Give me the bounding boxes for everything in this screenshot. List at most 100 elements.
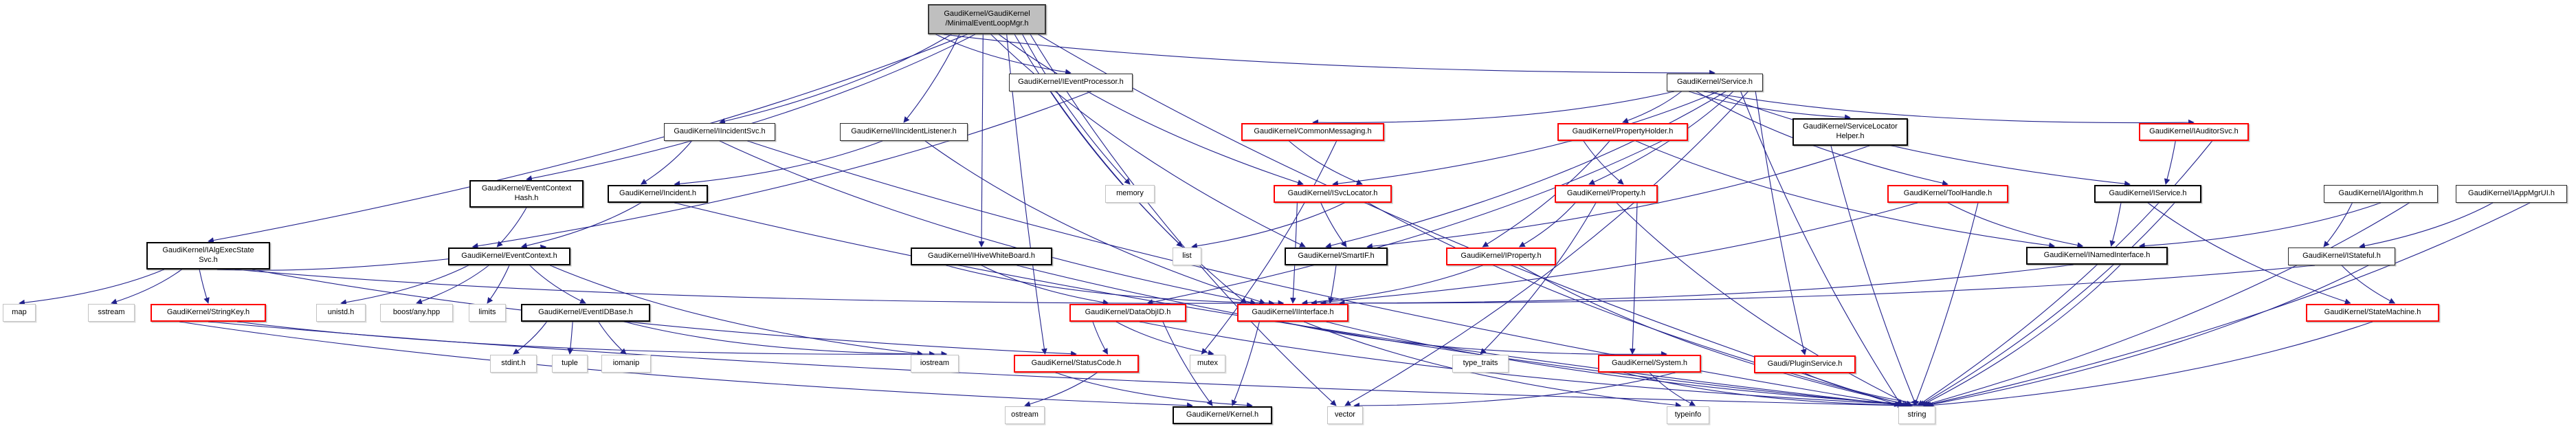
edge-eventcontext-to-unistd <box>340 265 469 306</box>
edge-iinterface-to-string <box>1326 321 1931 408</box>
graph-node-iservice[interactable]: GaudiKernel/IService.h <box>2094 185 2201 203</box>
edge-iappmgrui-to-istateful <box>2359 202 2494 249</box>
edge-inamedif-to-string <box>1920 264 2121 406</box>
edge-iinterface-to-system <box>1281 321 1667 358</box>
graph-node-ialgexec[interactable]: GaudiKernel/IAlgExecState Svc.h <box>146 242 270 270</box>
edge-propholder-to-dataobjid <box>1146 140 1663 305</box>
edge-ihivewb-to-dataobjid <box>981 265 1109 306</box>
edge-commsg-to-isvcloc <box>1288 140 1363 186</box>
graph-node-property[interactable]: GaudiKernel/Property.h <box>1555 185 1658 203</box>
edge-system-to-vector <box>1353 372 1676 409</box>
edge-eventcontext-to-eventidbase <box>529 265 586 304</box>
graph-node-eventidbase[interactable]: GaudiKernel/EventIDBase.h <box>521 304 650 322</box>
graph-node-isvcloc[interactable]: GaudiKernel/ISvcLocator.h <box>1274 185 1392 203</box>
graph-node-iep[interactable]: GaudiKernel/IEventProcessor.h <box>1009 74 1133 91</box>
graph-node-iostream: iostream <box>911 355 959 373</box>
edge-eventcontext-to-boostany <box>416 265 489 305</box>
graph-node-kernel[interactable]: GaudiKernel/Kernel.h <box>1173 406 1272 424</box>
graph-node-boostany: boost/any.hpp <box>380 304 453 322</box>
edge-ialgorithm-to-istateful <box>2323 202 2353 248</box>
graph-node-stringkey[interactable]: GaudiKernel/StringKey.h <box>151 304 266 322</box>
edge-ialgexec-to-map <box>19 269 164 306</box>
edge-iinclst-to-iinterface <box>924 140 1266 305</box>
edge-ecthash-to-eventcontext <box>496 207 527 248</box>
edge-statuscode-to-ostream <box>1024 372 1098 407</box>
graph-node-typetraits: type_traits <box>1452 355 1509 373</box>
graph-node-root[interactable]: GaudiKernel/GaudiKernel /MinimalEventLoo… <box>928 4 1046 34</box>
graph-node-service[interactable]: GaudiKernel/Service.h <box>1667 74 1763 91</box>
edge-root-to-ihivewb <box>978 34 985 248</box>
edge-incident-to-string <box>674 202 1906 408</box>
edge-dataobjid-to-string <box>1139 321 1930 409</box>
graph-node-iappmgrui[interactable]: GaudiKernel/IAppMgrUI.h <box>2456 185 2567 203</box>
graph-node-iincsvc[interactable]: GaudiKernel/IIncidentSvc.h <box>664 123 775 141</box>
edge-ihivewb-to-iinterface <box>946 265 1285 307</box>
graph-node-iomanip: iomanip <box>601 355 651 373</box>
edge-isvcloc-to-list <box>1191 202 1345 250</box>
graph-node-map: map <box>3 304 36 322</box>
edge-eventidbase-to-stdint <box>513 321 548 355</box>
edge-service-to-propholder <box>1622 91 1682 124</box>
graph-node-system[interactable]: GaudiKernel/System.h <box>1598 355 1701 373</box>
graph-node-limits: limits <box>469 304 506 322</box>
edge-iincsvc-to-incident <box>640 140 692 185</box>
edge-dataobjid-to-statuscode <box>1092 321 1108 355</box>
edge-ialgexec-to-sstream <box>111 269 182 305</box>
graph-node-propholder[interactable]: GaudiKernel/PropertyHolder.h <box>1557 123 1688 141</box>
graph-node-statuscode[interactable]: GaudiKernel/StatusCode.h <box>1014 355 1139 373</box>
graph-node-istateful[interactable]: GaudiKernel/IStateful.h <box>2288 248 2395 265</box>
edge-system-to-typeinfo <box>1649 372 1696 406</box>
edge-eventcontext-to-limits <box>487 265 510 304</box>
edge-commsg-to-mutex <box>1201 140 1337 355</box>
graph-node-incident[interactable]: GaudiKernel/Incident.h <box>608 185 708 203</box>
edge-dataobjid-to-kernel <box>1162 321 1213 406</box>
edge-service-to-string <box>1740 91 1902 406</box>
edge-ialgexec-to-stringkey <box>199 269 210 304</box>
graph-node-smartif[interactable]: GaudiKernel/SmartIF.h <box>1285 248 1388 265</box>
graph-node-iinclst[interactable]: GaudiKernel/IIncidentListener.h <box>840 123 968 141</box>
edge-root-to-iincsvc <box>719 34 952 124</box>
graph-node-vector: vector <box>1327 406 1363 424</box>
edge-ialgorithm-to-inamedif <box>2138 202 2381 249</box>
edge-istateful-to-iinterface <box>1338 265 2316 307</box>
graph-node-eventcontext[interactable]: GaudiKernel/EventContext.h <box>448 248 570 265</box>
graph-node-ecthash[interactable]: GaudiKernel/EventContext Hash.h <box>469 180 584 208</box>
edge-service-to-vector <box>1344 91 1748 406</box>
edge-eventidbase-to-tuple <box>567 321 574 355</box>
edge-root-to-string <box>1038 34 1901 407</box>
edge-statemachine-to-string <box>1927 321 2373 408</box>
edge-iappmgrui-to-string <box>1923 202 2531 408</box>
graph-node-ihivewb[interactable]: GaudiKernel/IHiveWhiteBoard.h <box>911 248 1052 265</box>
graph-node-toolhandle[interactable]: GaudiKernel/ToolHandle.h <box>1887 185 2008 203</box>
edge-service-to-slhelper <box>1689 91 1851 120</box>
graph-node-statemachine[interactable]: GaudiKernel/StateMachine.h <box>2306 304 2439 322</box>
graph-node-pluginservice[interactable]: Gaudi/PluginService.h <box>1754 355 1856 373</box>
edge-toolhandle-to-iinterface <box>1311 202 1918 306</box>
edge-propholder-to-property <box>1583 140 1624 185</box>
edge-slhelper-to-string <box>1830 145 1917 406</box>
edge-service-to-iservice <box>1711 91 2131 187</box>
graph-node-sstream: sstream <box>88 304 135 322</box>
graph-node-unistd: unistd.h <box>316 304 366 322</box>
edge-property-to-iproperty <box>1518 202 1576 248</box>
edge-stringkey-to-kernel <box>179 321 1193 409</box>
edge-istateful-to-statemachine <box>2341 265 2396 304</box>
graph-node-iauditorsvc[interactable]: GaudiKernel/IAuditorSvc.h <box>2139 123 2249 141</box>
graph-node-iproperty[interactable]: GaudiKernel/IProperty.h <box>1446 248 1556 265</box>
graph-node-commsg[interactable]: GaudiKernel/CommonMessaging.h <box>1241 123 1384 141</box>
edge-iauditorsvc-to-string <box>1917 140 2213 406</box>
graph-node-iinterface[interactable]: GaudiKernel/IInterface.h <box>1237 304 1348 322</box>
graph-node-stdint: stdint.h <box>490 355 537 373</box>
edge-root-to-isvcloc <box>998 34 1304 186</box>
graph-node-mutex: mutex <box>1190 355 1225 373</box>
edge-root-to-iinclst <box>903 34 960 123</box>
graph-node-inamedif[interactable]: GaudiKernel/INamedInterface.h <box>2026 247 2168 265</box>
edge-incident-to-eventcontext <box>520 202 641 249</box>
graph-node-ialgorithm[interactable]: GaudiKernel/IAlgorithm.h <box>2324 185 2438 203</box>
graph-node-dataobjid[interactable]: GaudiKernel/DataObjID.h <box>1069 304 1186 322</box>
edge-service-to-pluginservice <box>1755 91 1807 355</box>
graph-node-slhelper[interactable]: GaudiKernel/ServiceLocator Helper.h <box>1792 118 1908 146</box>
graph-node-memory: memory <box>1105 185 1155 203</box>
graph-node-typeinfo: typeinfo <box>1667 406 1709 424</box>
